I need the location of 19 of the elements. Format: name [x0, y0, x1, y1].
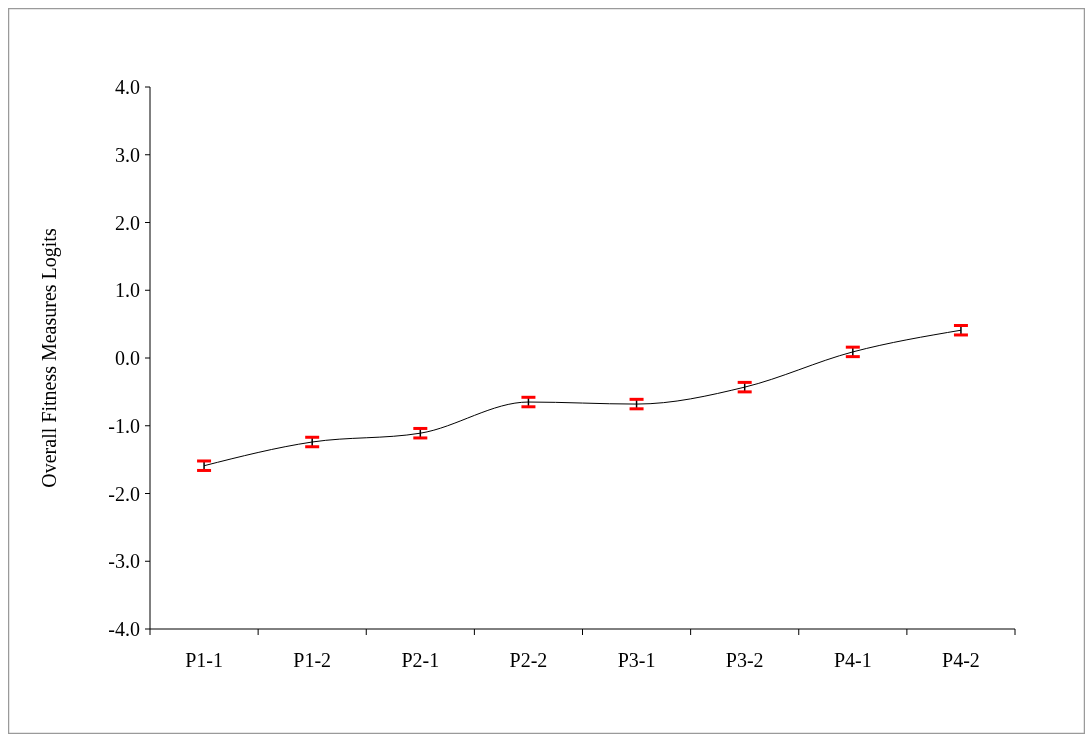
y-tick-label: 3.0 [115, 143, 140, 166]
y-tick-label: 0.0 [115, 347, 140, 369]
y-tick-label: 1.0 [115, 279, 140, 302]
line-series [203, 329, 962, 467]
x-tick-label: P2-1 [401, 649, 440, 671]
x-tick-label: P4-2 [942, 649, 980, 671]
x-tick-label: P1-2 [293, 649, 332, 671]
x-tick-label: P4-1 [833, 649, 872, 671]
x-tick-label: P2-2 [509, 649, 548, 671]
y-tick-label: -3.0 [108, 550, 140, 573]
y-tick-label: -2.0 [108, 482, 140, 505]
y-tick-label: 2.0 [115, 211, 140, 234]
x-tick-label: P1-1 [185, 649, 223, 671]
y-tick-label: -4.0 [108, 618, 140, 640]
y-tick-label: 4.0 [115, 76, 140, 98]
x-tick-label: P3-2 [725, 649, 764, 671]
y-axis-title: Overall Fitness Measures Logits [38, 228, 61, 488]
x-tick-label: P3-1 [617, 649, 656, 671]
y-tick-label: -1.0 [108, 414, 140, 437]
